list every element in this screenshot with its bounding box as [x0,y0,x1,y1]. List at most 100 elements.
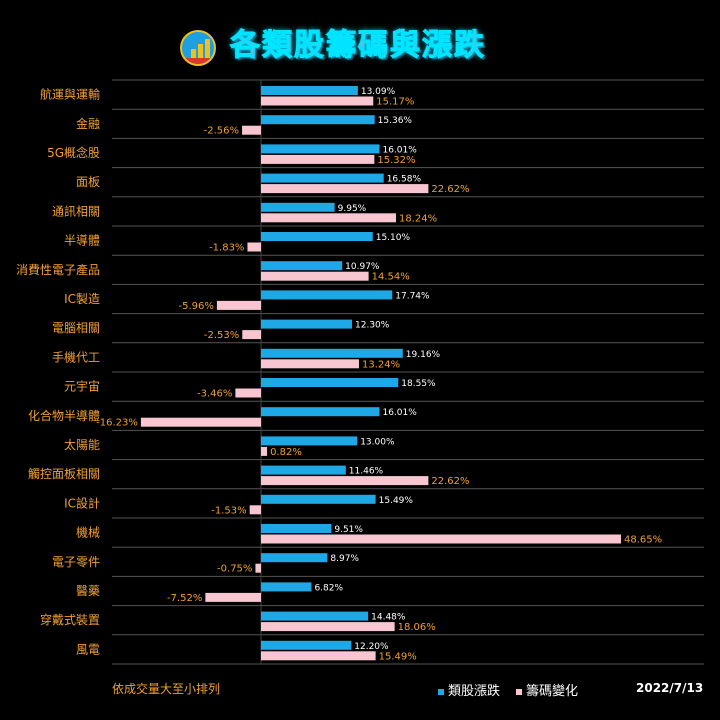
data-label-series2: 14.54% [372,272,410,283]
bar-series1 [261,524,332,533]
data-label-series1: 13.00% [360,437,395,447]
bar-series1 [261,407,380,417]
category-label: 化合物半導體 [28,408,100,423]
bar-series2 [261,476,429,486]
data-label-series2: -1.83% [209,243,244,254]
category-label: 機械 [76,525,100,540]
data-label-series2: 15.17% [376,97,414,108]
bar-series2 [242,125,261,135]
data-label-series2: -0.75% [217,564,252,575]
legend-item-series1: 類股漲跌 [438,680,501,699]
data-label-series2: 0.82% [270,447,302,458]
bar-series2 [261,359,359,369]
bar-series2 [261,213,396,223]
bar-series1 [261,144,380,154]
category-label: 太陽能 [64,437,100,452]
category-label: 面板 [76,175,100,189]
bar-series2 [235,388,261,398]
data-label-series1: 16.01% [382,145,417,155]
data-label-series1: 14.48% [371,613,406,623]
bar-series2 [205,592,261,602]
bar-series1 [261,290,393,300]
sort-note: 依成交量大至小排列 [112,682,221,696]
category-label: 電子零件 [52,555,100,569]
bar-series1 [261,115,375,125]
data-label-series1: 18.55% [401,379,436,389]
bar-series1 [261,582,312,592]
category-label: IC製造 [64,292,100,306]
category-label: 元宇宙 [64,379,100,394]
data-label-series1: 8.97% [330,554,359,564]
bar-series1 [261,261,343,271]
bar-series2 [247,242,261,252]
category-label: 5G概念股 [47,145,100,160]
data-label-series2: 15.49% [379,651,417,662]
category-label: 手機代工 [52,349,100,364]
data-label-series2: 18.24% [399,213,437,224]
legend-swatch-series2 [516,688,522,695]
bar-series2 [216,300,261,310]
category-label: 消費性電子產品 [16,262,100,277]
category-label: 觸控面板相關 [28,466,100,481]
bar-series1 [261,640,352,650]
data-label-series2: -1.53% [211,505,246,516]
data-label-series1: 15.36% [378,116,413,126]
logo-icon [180,30,216,66]
category-label: 穿戴式裝置 [40,612,100,627]
category-label: 金融 [76,116,100,131]
data-label-series1: 10.97% [345,262,380,272]
bar-series1 [261,611,369,621]
bar-series1 [261,232,373,241]
legend-label-series1: 類股漲跌 [448,684,501,699]
chart-title: 各類股籌碼與漲跌 [230,28,486,64]
data-label-series1: 12.20% [354,642,389,652]
bar-series1 [261,553,328,563]
data-label-series1: 16.01% [382,408,417,418]
data-label-series2: -16.23% [96,418,138,429]
data-label-series1: 15.10% [376,233,411,243]
category-label: 風電 [76,642,100,656]
bar-series2 [255,563,261,573]
data-label-series1: 16.58% [387,175,422,185]
report-date: 2022/7/13 [636,681,704,695]
data-label-series2: 22.62% [431,476,469,487]
category-label: 醫藥 [76,584,100,598]
data-label-series2: -2.53% [204,330,239,341]
bar-series2 [261,184,429,194]
data-label-series2: -3.46% [197,389,232,400]
bar-series1 [261,494,376,504]
data-label-series1: 12.30% [355,321,390,331]
data-label-series1: 11.46% [349,467,384,477]
bar-series1 [261,348,403,358]
bar-series2 [249,505,261,515]
data-label-series1: 19.16% [406,350,441,360]
data-label-series1: 13.09% [361,87,396,97]
bar-series2 [261,271,369,281]
bar-series2 [242,330,261,340]
data-label-series1: 9.95% [338,204,367,214]
data-label-series2: 13.24% [362,359,400,370]
category-label: 電腦相關 [52,320,100,335]
bar-series2 [140,417,261,427]
bar-series1 [261,436,358,446]
data-label-series2: 22.62% [431,184,469,195]
data-label-series2: 48.65% [624,535,662,546]
data-label-series2: -2.56% [204,126,239,137]
legend-item-series2: 籌碼變化 [516,680,578,699]
bar-series2 [261,622,395,632]
category-label: 半導體 [64,234,100,248]
bar-series2 [261,446,268,456]
bar-series2 [261,154,375,164]
category-label: IC設計 [64,495,100,510]
data-label-series1: 15.49% [379,496,414,506]
legend-swatch-series1 [438,688,444,695]
bar-series1 [261,319,353,329]
category-label: 通訊相關 [52,203,100,218]
bar-series1 [261,86,358,95]
data-label-series1: 9.51% [334,525,363,535]
data-label-series1: 6.82% [314,583,343,593]
bar-series2 [261,96,374,106]
data-label-series2: -7.52% [167,593,202,604]
bar-series2 [261,534,622,544]
